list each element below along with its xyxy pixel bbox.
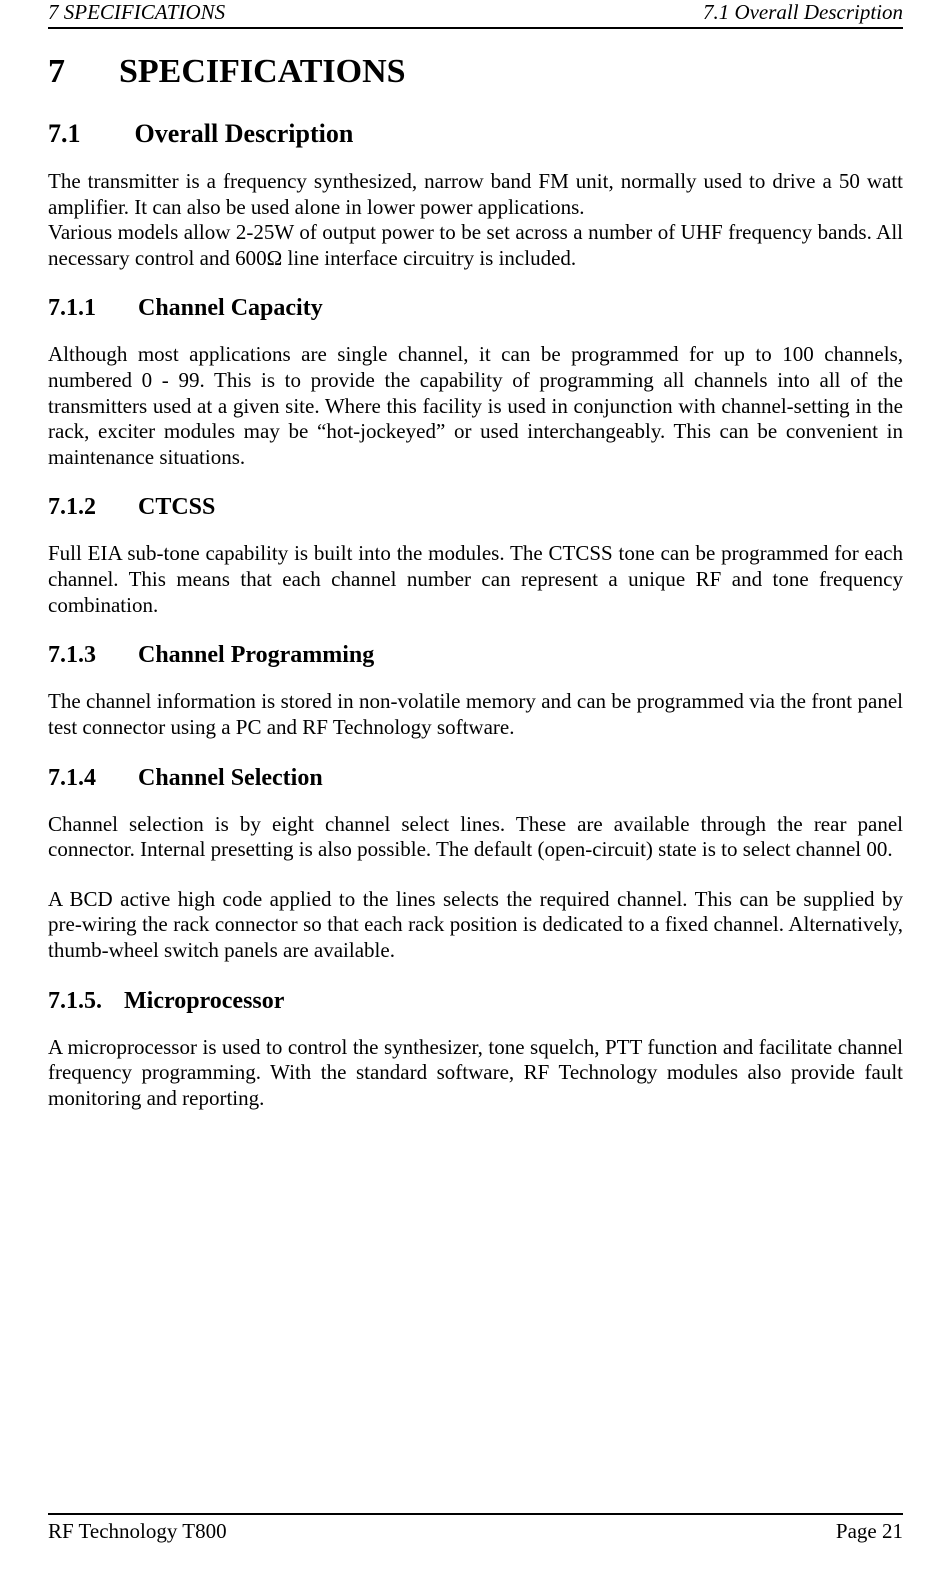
subsection-heading: 7.1.3 Channel Programming xyxy=(48,642,903,669)
subsection-heading: 7.1.1 Channel Capacity xyxy=(48,295,903,322)
footer-left: RF Technology T800 xyxy=(48,1519,227,1544)
section-intro-p2: Various models allow 2-25W of output pow… xyxy=(48,220,903,271)
subsection-heading: 7.1.2 CTCSS xyxy=(48,494,903,521)
subsection-number: 7.1.1 xyxy=(48,295,96,322)
subsection-paragraph: A microprocessor is used to control the … xyxy=(48,1035,903,1112)
section-intro-p1: The transmitter is a frequency synthesiz… xyxy=(48,169,903,220)
footer-right: Page 21 xyxy=(836,1519,903,1544)
paragraph-spacer xyxy=(48,863,903,887)
subsection-number: 7.1.2 xyxy=(48,494,96,521)
subsection-title-text: Channel Selection xyxy=(138,765,323,791)
chapter-number: 7 xyxy=(48,53,65,91)
header-left: 7 SPECIFICATIONS xyxy=(48,0,225,25)
subsection-heading: 7.1.5. Microprocessor xyxy=(48,988,903,1015)
subsection-paragraph: The channel information is stored in non… xyxy=(48,689,903,740)
subsection-title-text: Microprocessor xyxy=(124,988,284,1014)
subsection-title-text: Channel Capacity xyxy=(138,295,323,321)
section-number: 7.1 xyxy=(48,119,81,149)
subsection-title-text: CTCSS xyxy=(138,494,215,520)
header-right: 7.1 Overall Description xyxy=(703,0,903,25)
page-header: 7 SPECIFICATIONS 7.1 Overall Description xyxy=(48,0,903,29)
subsection-number: 7.1.5. xyxy=(48,988,102,1015)
chapter-heading: 7 SPECIFICATIONS xyxy=(48,53,903,91)
subsection-heading: 7.1.4 Channel Selection xyxy=(48,765,903,792)
section-heading: 7.1 Overall Description xyxy=(48,119,903,149)
document-page: 7 SPECIFICATIONS 7.1 Overall Description… xyxy=(0,0,951,1580)
subsection-paragraph: A BCD active high code applied to the li… xyxy=(48,887,903,964)
subsection-number: 7.1.3 xyxy=(48,642,96,669)
section-title-text: Overall Description xyxy=(135,119,354,148)
subsection-number: 7.1.4 xyxy=(48,765,96,792)
subsection-paragraph: Although most applications are single ch… xyxy=(48,342,903,470)
chapter-title-text: SPECIFICATIONS xyxy=(119,53,406,90)
page-footer: RF Technology T800 Page 21 xyxy=(48,1513,903,1544)
subsection-paragraph: Channel selection is by eight channel se… xyxy=(48,812,903,863)
page-content: 7 SPECIFICATIONS 7.1 Overall Description T… xyxy=(48,53,903,1513)
subsection-title-text: Channel Programming xyxy=(138,642,374,668)
subsection-paragraph: Full EIA sub-tone capability is built in… xyxy=(48,541,903,618)
